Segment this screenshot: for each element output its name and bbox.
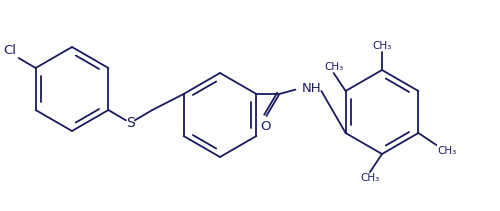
Text: S: S [126,116,134,130]
Text: CH₃: CH₃ [360,173,380,183]
Text: CH₃: CH₃ [372,41,392,51]
Text: CH₃: CH₃ [324,62,344,72]
Text: NH: NH [302,81,321,95]
Text: O: O [260,120,270,134]
Text: CH₃: CH₃ [438,146,456,156]
Text: Cl: Cl [4,45,16,58]
